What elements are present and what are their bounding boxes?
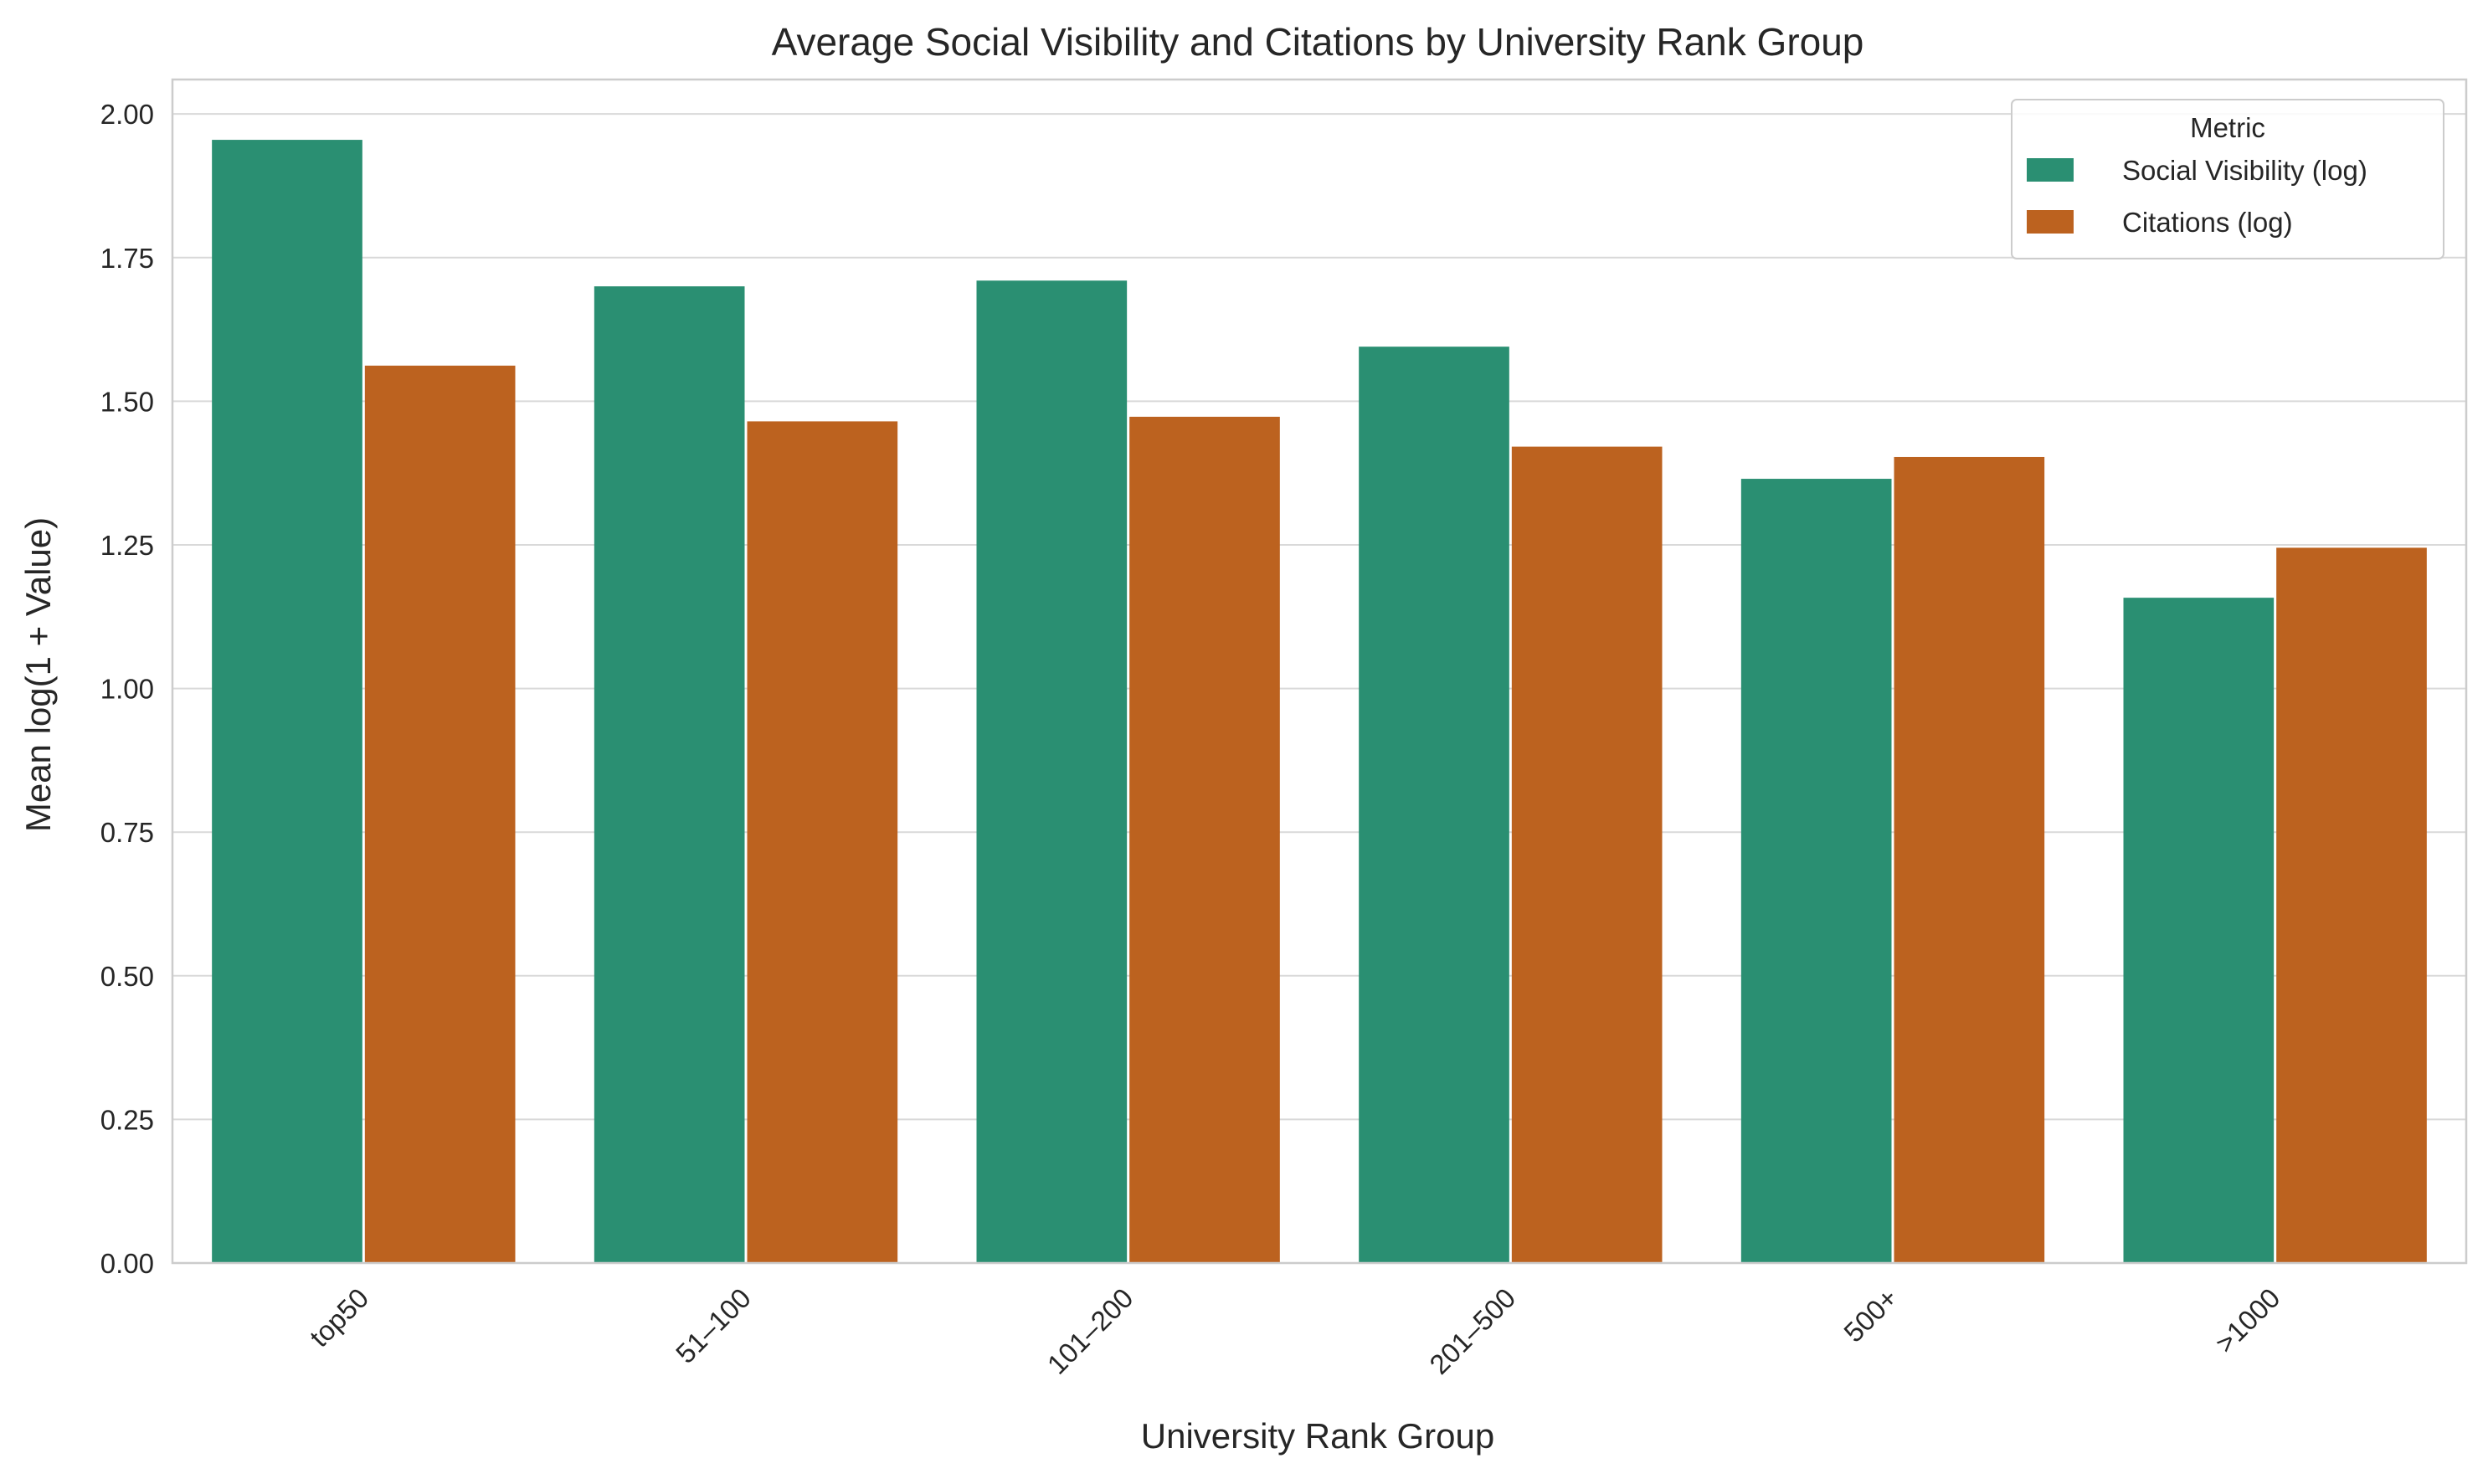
plot-frame <box>171 78 2468 1265</box>
legend-title: Metric <box>2190 112 2265 143</box>
legend-swatch <box>2027 210 2074 234</box>
legend-swatch <box>2027 158 2074 182</box>
bar-citations-1 <box>747 421 898 1264</box>
legend-entry-label: Citations (log) <box>2122 207 2293 238</box>
x-axis-label: University Rank Group <box>1141 1416 1494 1456</box>
y-axis-label: Mean log(1 + Value) <box>18 517 58 832</box>
bars <box>212 140 2427 1264</box>
bar-social-visibility-3 <box>1359 347 1509 1263</box>
y-tick-label: 1.25 <box>100 530 154 561</box>
legend-box <box>2011 99 2444 259</box>
y-tick-label: 1.75 <box>100 243 154 274</box>
y-tick-label: 2.00 <box>100 99 154 130</box>
bar-citations-4 <box>1894 456 2045 1263</box>
bar-social-visibility-0 <box>212 140 362 1264</box>
y-tick-label: 1.00 <box>100 674 154 705</box>
bar-citations-3 <box>1511 446 1663 1263</box>
bar-citations-0 <box>364 365 516 1263</box>
y-tick-label: 0.75 <box>100 817 154 848</box>
bar-citations-5 <box>2276 547 2427 1263</box>
bar-social-visibility-4 <box>1740 479 1892 1263</box>
y-tick-label: 0.50 <box>100 961 154 992</box>
y-axis-ticks: 0.00 0.25 0.50 0.75 1.00 1.25 1.50 1.75 2.00 <box>100 99 154 1279</box>
chart-title: Average Social Visibility and Citations … <box>772 20 1864 64</box>
bar-social-visibility-5 <box>2123 598 2275 1263</box>
bar-social-visibility-2 <box>976 280 1128 1264</box>
y-tick-label: 1.50 <box>100 386 154 417</box>
y-tick-label: 0.00 <box>100 1248 154 1279</box>
legend: Metric Social Visibility (log) Citations … <box>2011 99 2444 259</box>
bar-social-visibility-1 <box>594 286 745 1263</box>
legend-entry-label: Social Visibility (log) <box>2122 155 2367 186</box>
bar-citations-2 <box>1129 416 1280 1263</box>
y-tick-label: 0.25 <box>100 1104 154 1135</box>
